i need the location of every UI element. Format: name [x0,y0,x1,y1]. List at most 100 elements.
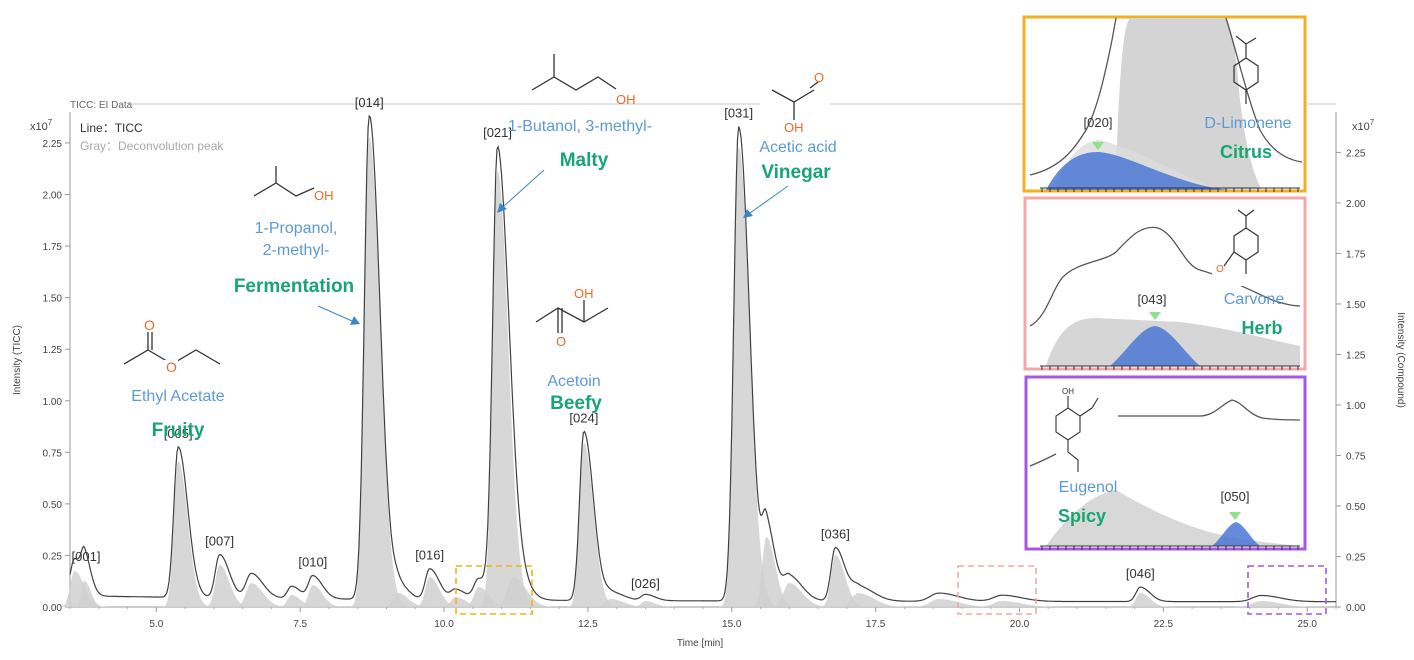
acetic-acid-structure-icon [771,81,819,120]
deconvolution-peak-fill [766,583,836,607]
acetic-acid-O-glyph: O [814,70,824,85]
ticc-trace-line [69,114,1336,603]
x-tick-label: 7.5 [293,619,307,630]
zoom-region-eugenol[interactable] [1247,565,1327,615]
acetoin-structure-icon [535,300,609,333]
x-tick-label: 20.0 [1010,619,1030,630]
inset-carvone-ticks [1041,366,1299,370]
y-tick-label: 2.00 [43,191,63,202]
y-tick-label: 1.75 [43,242,63,253]
deconvolution-peak-fill [295,585,348,607]
isobutanol-odor: Fermentation [234,276,354,297]
isobutanol-OH-glyph: OH [314,188,334,203]
zoom-region-carvone[interactable] [957,565,1037,615]
ethyl-acetate-name: Ethyl Acetate [131,388,224,405]
inset-carvone: [043] Carvone Herb O [1023,196,1307,371]
deconvolution-peak-fill [412,577,465,607]
y-tick-label: 1.00 [43,397,63,408]
y-tick-label: 0.75 [43,448,63,459]
ethyl-acetate-O2-bg [164,360,178,374]
x-tick-label: 5.0 [149,619,163,630]
y-right-tick-label: 0.50 [1346,502,1366,513]
y-tick-label: 0.25 [43,551,63,562]
inset-limonene-odor: Citrus [1220,142,1272,162]
y-axis-title: Intensity (TICC) [12,325,23,395]
legend-gray-label: Gray：Deconvolution peak [80,139,224,153]
x-tick-label: 12.5 [578,619,598,630]
peak-label: [046] [1126,566,1155,581]
y-right-tick-label: 2.25 [1346,148,1366,159]
deconvolution-peak-fill [478,170,537,607]
acetic-acid-structure-bg [760,66,830,132]
inset-limonene-compound: D-Limonene [1204,115,1291,132]
acetic-acid-odor: Vinegar [761,162,831,183]
inset-limonene-blue-peak [1046,152,1232,190]
y-tick-label: 1.25 [43,345,63,356]
inset-carvone-compound: Carvone [1224,291,1285,308]
x-tick-label: 10.0 [434,619,454,630]
deconvolution-fills [57,136,1331,607]
peak-label: [001] [72,549,101,564]
deconvolution-peak-fill [349,136,409,607]
deconvolution-peak-fill [566,442,619,607]
inset-limonene-gray-peak [1115,18,1262,190]
carvone-structure-icon [1223,209,1259,274]
inset-carvone-trace [1029,226,1301,327]
acetoin-name: Acetoin [547,373,600,390]
deconvolution-peak-fill [379,593,435,607]
eugenol-structure-icon [1055,396,1099,472]
deconvolution-peak-fill [1123,593,1175,607]
inset-limonene-peak-label: [020] [1084,115,1113,130]
y-right-tick-label: 1.75 [1346,249,1366,260]
deconvolution-peak-fill [818,555,870,607]
isoamyl-alcohol-name: 1-Butanol, 3-methyl- [508,118,652,135]
peak-label: [010] [298,554,327,569]
deconvolution-peak-fill [490,577,560,607]
deconvolution-peak-fill [437,597,493,607]
peak-label: [031] [724,106,753,121]
y-right-tick-label: 0.00 [1346,603,1366,614]
isoamyl-alcohol-OH-glyph: OH [616,92,636,107]
y-tick-label: 0.00 [43,603,63,614]
deconvolution-peak-fill [460,587,516,607]
inset-eugenol-odor: Spicy [1058,506,1106,526]
carvone-structure-bg [1212,220,1274,286]
acetoin-odor: Beefy [550,393,602,414]
peak-label: [024] [569,410,598,425]
peak-label: [014] [355,95,384,110]
inset-eugenol-blue-peak [1212,522,1260,546]
x-tick-label: 25.0 [1297,619,1317,630]
vinegar-arrow [743,185,789,218]
carvone-O-glyph: O [1216,264,1224,275]
x-tick-label: 15.0 [722,619,742,630]
acetic-acid-name: Acetic acid [759,139,836,156]
deconvolution-peak-fill [230,583,293,607]
x-tick-label: 17.5 [866,619,886,630]
deconvolution-peak-fill [750,537,799,607]
y-right-tick-label: 1.00 [1346,401,1366,412]
right-exponent: x107 [1352,118,1375,133]
malty-arrow [497,169,545,213]
deconvolution-peak-fill [1226,601,1331,607]
inset-limonene-marker [1092,142,1104,150]
left-exponent: x107 [30,118,53,133]
zoom-region-limonene[interactable] [455,565,533,615]
limonene-structure-icon [1233,35,1259,104]
deconvolution-peak-fill [830,593,914,607]
y-right-tick-label: 2.00 [1346,199,1366,210]
inset-eugenol-ticks [1041,546,1299,550]
y-right-tick-label: 1.50 [1346,300,1366,311]
legend-line-label: Line：TICC [80,121,143,135]
eugenol-OH-glyph: OH [1062,387,1074,396]
deconvolution-peak-fill [72,581,108,607]
peak-label: [021] [483,125,512,140]
y-tick-label: 2.25 [43,139,63,150]
data-title: TICC: EI Data [70,100,133,111]
deconvolution-peak-fill [719,146,778,607]
isoamyl-alcohol-odor: Malty [560,150,609,171]
inset-eugenol-gray-peak [1046,490,1300,546]
y-axis-right-title: Intensity (Compound) [1395,312,1406,408]
y-right-tick-label: 1.25 [1346,350,1366,361]
deconvolution-peak-fill [904,599,1008,607]
